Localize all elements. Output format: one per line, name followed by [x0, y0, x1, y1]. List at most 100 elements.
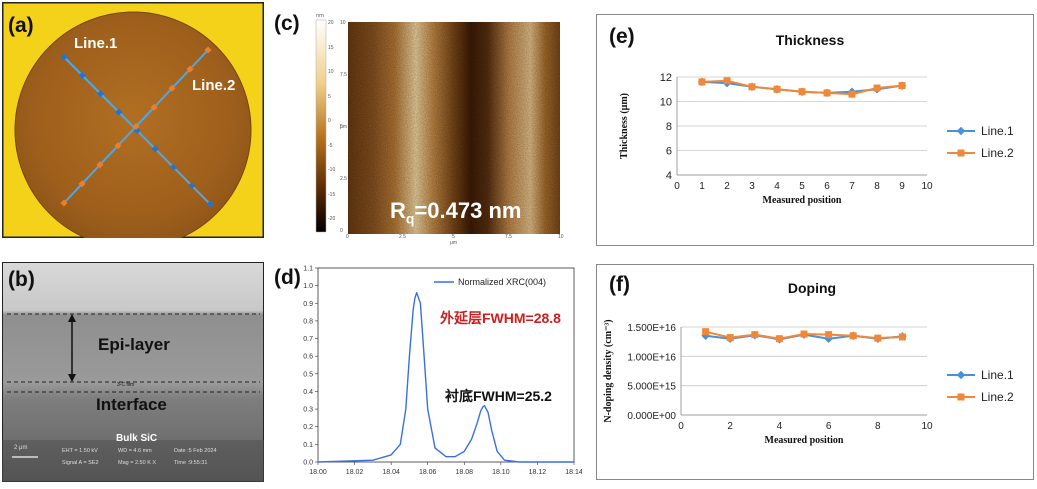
line1-marker: [188, 182, 196, 190]
series-marker: [898, 82, 906, 90]
line2-marker: [132, 122, 140, 131]
afm-image: [315, 19, 560, 234]
xrc-x-tick-label: 18.02: [346, 469, 364, 476]
x-tick-label: 4: [774, 181, 780, 192]
afm-x-tick-label: 5: [452, 234, 455, 240]
line1-label: Line.1: [74, 35, 118, 52]
series-marker: [748, 83, 756, 91]
afm-y-tick-label: 10: [340, 20, 346, 26]
series-marker: [698, 78, 706, 86]
line2-marker: [60, 199, 68, 207]
xrc-y-tick-label: 0.9: [303, 301, 313, 308]
afm-scale-tick-label: 15: [328, 44, 334, 51]
panel-c-label: (c): [274, 12, 300, 35]
xrc-x-tick-label: 18.12: [529, 469, 547, 476]
series-marker: [751, 331, 759, 339]
sem-meta-date: Date :5 Feb 2024: [174, 448, 217, 454]
xrc-x-tick-label: 18.08: [456, 469, 474, 476]
series-marker: [726, 334, 734, 342]
xrc-x-tick-label: 18.00: [309, 469, 327, 476]
series-marker: [723, 77, 731, 85]
x-tick-label: 0: [678, 421, 684, 432]
afm-x-tick-label: 7.5: [505, 234, 512, 240]
x-tick-label: 8: [875, 421, 881, 432]
legend-marker: [957, 393, 965, 401]
chart-title: Thickness: [776, 32, 845, 48]
sem-info-bar: [2, 440, 264, 482]
xrc-x-tick-label: 18.10: [492, 469, 510, 476]
afm-x-tick-label: 0: [346, 234, 349, 240]
arrow-head-down: [68, 374, 76, 382]
panel-a-label: (a): [8, 14, 34, 37]
line2-marker: [186, 65, 194, 73]
xrc-annotation-epi: 外延层FWHM=28.8: [440, 310, 561, 326]
x-tick-label: 10: [921, 421, 933, 432]
line1-marker: [169, 163, 178, 171]
film-label: 3-C film: [117, 382, 135, 388]
wafer-image: [0, 0, 266, 249]
xrc-y-tick-label: 0.0: [303, 460, 313, 467]
afm-y-tick-label: 7.5: [340, 72, 347, 78]
afm-scale-tick-label: 5: [328, 93, 331, 100]
sem-meta-mag: Mag = 2.50 K X: [118, 460, 157, 466]
x-tick-label: 8: [874, 181, 880, 192]
x-tick-label: 6: [824, 181, 830, 192]
legend-label: Line.2: [981, 146, 1014, 160]
measurement-lines: [60, 46, 214, 208]
series-marker: [702, 328, 710, 336]
panel-d-xrc: (d) 0.0 0.1 0.2 0.3 0.4 0.5 0.6 0.7 0.8 0.9 1.0 1.1…: [272, 258, 583, 484]
roughness-value: =0.473 nm: [414, 198, 522, 223]
line1-marker: [151, 145, 159, 153]
roughness-prefix: R: [390, 198, 406, 223]
series-marker: [848, 90, 856, 98]
afm-scale-tick-label: -5: [328, 142, 333, 149]
afm-scale-tick-label: 20: [328, 20, 334, 26]
x-axis-label: Measured position: [765, 435, 844, 446]
panel-c-afm: (c): [272, 2, 572, 246]
x-tick-label: 5: [799, 181, 805, 192]
xrc-y-tick-label: 0.6: [303, 354, 313, 361]
xrc-y-tick-label: 0.1: [303, 442, 313, 449]
y-axis-label: N-doping density (cm⁻³): [603, 319, 614, 422]
roughness-sub: q: [405, 210, 415, 227]
afm-scale-unit: nm: [316, 13, 325, 19]
y-tick-label: 12: [660, 72, 672, 84]
xrc-y-tick-label: 0.4: [303, 389, 313, 396]
xrc-chart: 0.0 0.1 0.2 0.3 0.4 0.5 0.6 0.7 0.8 0.9 1.0 1.1 18.0…: [303, 266, 583, 477]
sem-meta-signal: Signal A = SE2: [62, 460, 99, 466]
line2-marker: [204, 46, 212, 54]
line2-marker: [96, 161, 104, 169]
xrc-x-tick-label: 18.04: [382, 469, 400, 476]
legend-label: Line.2: [981, 390, 1014, 404]
afm-y-tick-label: 5: [340, 124, 343, 130]
line1-marker: [115, 108, 123, 116]
panel-d-label: (d): [274, 266, 301, 289]
afm-x-tick-label: 10: [558, 234, 564, 240]
legend-label: Line.1: [981, 368, 1014, 382]
afm-x-unit: μm: [450, 240, 458, 246]
xrc-y-tick-label: 1.1: [303, 266, 313, 273]
xrc-y-tick-label: 0.7: [303, 336, 313, 343]
line2-marker: [168, 84, 176, 92]
series-marker: [773, 85, 781, 93]
y-tick-label: 0.000E+00: [627, 411, 676, 422]
xrc-annotation-substrate: 衬底FWHM=25.2: [445, 388, 552, 404]
panel-b-sem: (b) Epi-layer 3-C film Interface Bulk Si…: [1, 261, 265, 483]
line2-marker: [150, 103, 158, 111]
line2-marker: [78, 180, 86, 188]
afm-y-tick-label: 2.5: [340, 176, 347, 182]
x-tick-label: 10: [921, 181, 933, 192]
sem-scale-label: 2 μm: [14, 445, 28, 451]
series-marker: [800, 330, 808, 338]
x-tick-label: 2: [724, 181, 730, 192]
y-tick-label: 10: [660, 97, 672, 109]
wafer-disc: [14, 11, 252, 249]
xrc-plot-frame: [317, 267, 575, 463]
series-marker: [823, 89, 831, 97]
xrc-y-tick-label: 0.2: [303, 424, 313, 431]
xrc-y-tick-label: 0.8: [303, 318, 313, 325]
x-tick-label: 1: [699, 181, 705, 192]
epi-layer-label: Epi-layer: [98, 335, 170, 354]
x-tick-label: 3: [749, 181, 755, 192]
xrc-y-tick-label: 0.3: [303, 407, 313, 414]
